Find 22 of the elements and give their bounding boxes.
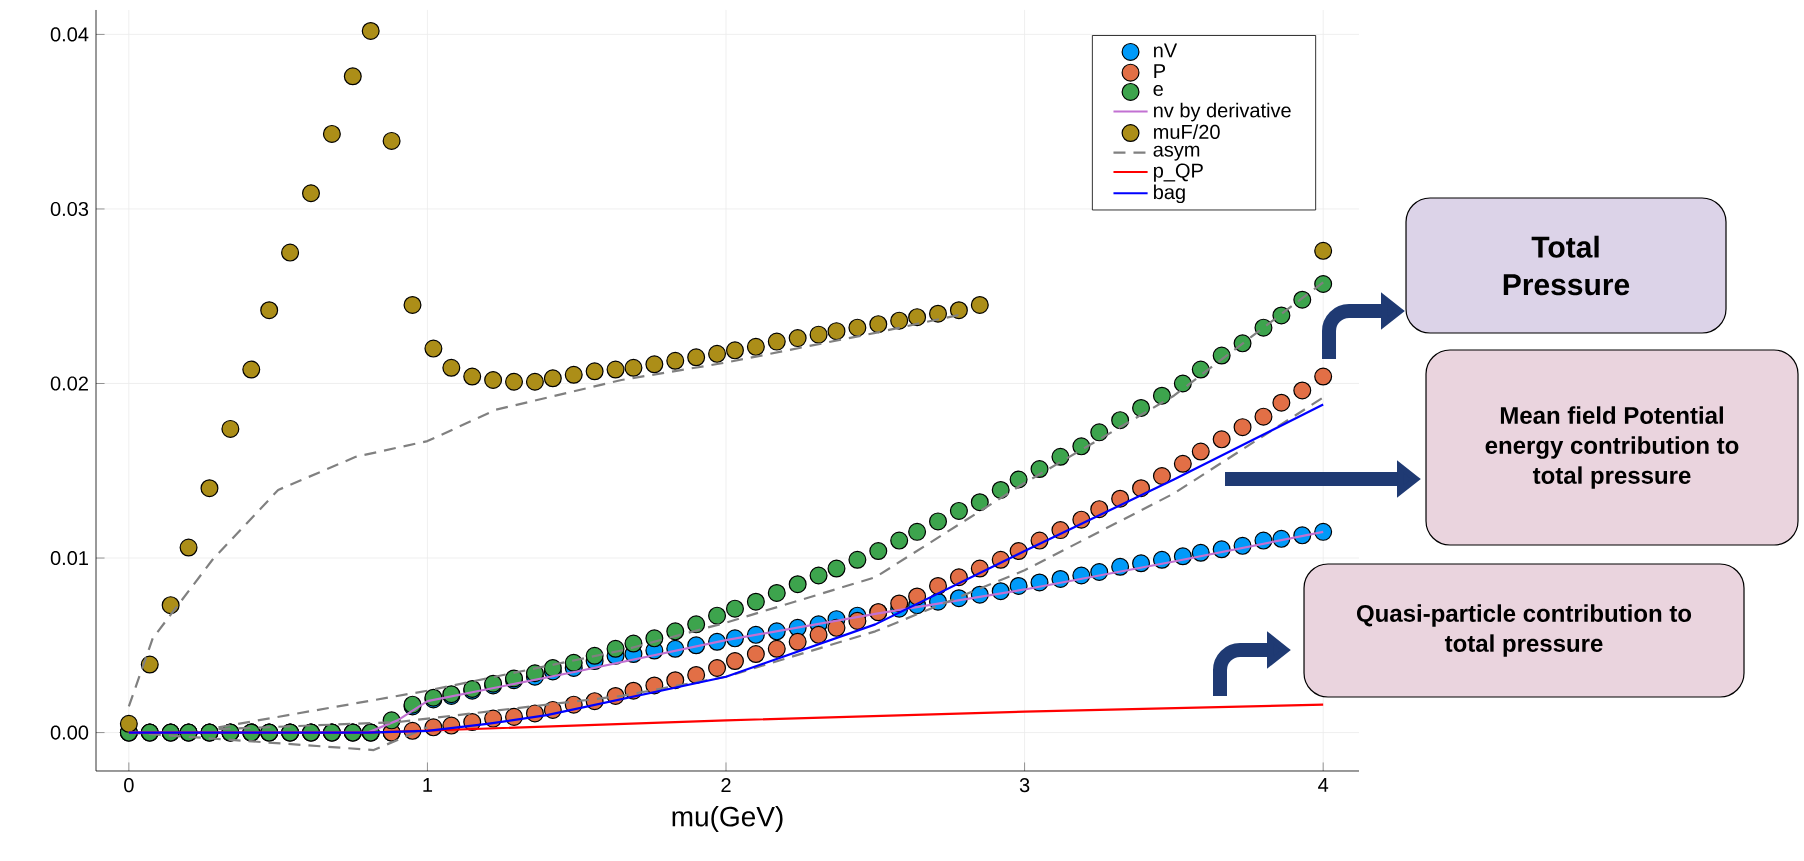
annotation: Quasi-particle contribution to total pressure	[1356, 604, 1692, 657]
legend-label: e	[1153, 85, 1163, 96]
legend-label: muF/20	[1154, 124, 1220, 139]
y-tick-label: 0.00	[50, 725, 89, 740]
x-tick-label: 4	[1318, 778, 1329, 792]
y-tick-label: 0.03	[50, 201, 89, 217]
y-tick-label: 0.02	[50, 376, 88, 391]
legend-label: bag	[1154, 184, 1185, 204]
y-tick-label: 0.04	[50, 27, 89, 42]
legend-label: asym	[1153, 145, 1200, 161]
x-tick-label: 3	[1019, 778, 1030, 793]
legend-label: P	[1154, 64, 1166, 79]
x-tick-label: 1	[423, 778, 433, 792]
x-axis-title: mu(GeV)	[672, 805, 783, 833]
legend-label: p_QP	[1154, 163, 1203, 182]
legend-label: nV	[1154, 43, 1178, 58]
text: Mean field Potential energy contribution to total pressure	[1485, 406, 1739, 489]
text: Total Pressure	[1503, 235, 1630, 296]
legend-label: nv by derivative	[1154, 102, 1291, 122]
y-tick-label: 0.01	[50, 550, 88, 566]
x-tick-label: 2	[721, 778, 731, 793]
x-tick-label: 0	[124, 778, 134, 793]
